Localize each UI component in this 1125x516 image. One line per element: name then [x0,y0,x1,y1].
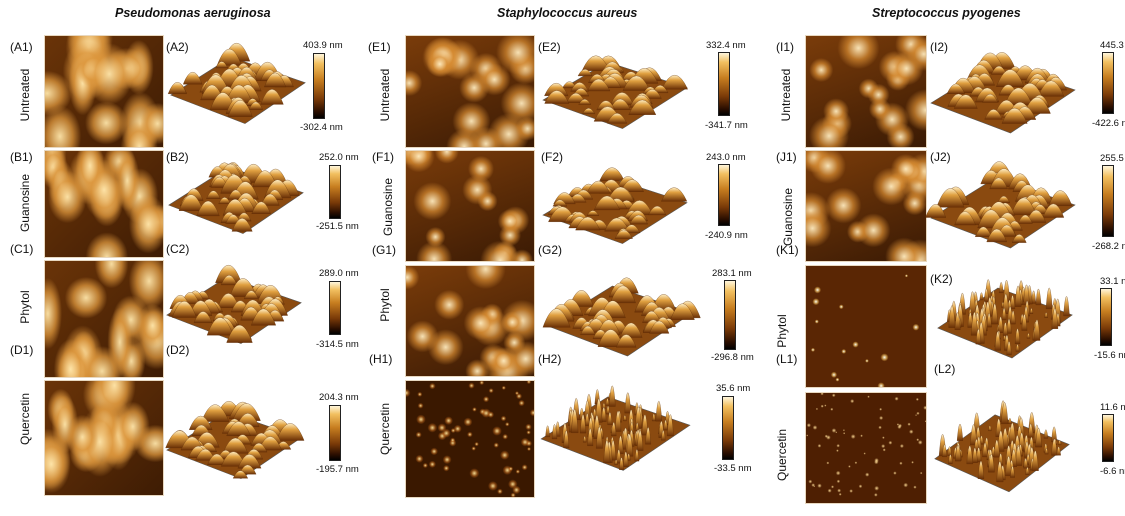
colorbar-min-b: -251.5 nm [316,221,359,232]
colorbar-min-j: -268.2 nm [1092,241,1125,252]
colorbar-min-g: -296.8 nm [711,352,754,363]
panel-label-d1: (D1) [10,343,34,357]
afm-image-l1 [805,392,927,504]
panel-label-h1: (H1) [369,352,393,366]
colorbar-max-g: 283.1 nm [712,268,752,279]
row-label-quercetin-col3: Quercetin [775,428,789,482]
colorbar-min-e: -341.7 nm [705,120,748,131]
afm-3d-surface-c2 [166,265,302,344]
colorbar-max-b: 252.0 nm [319,152,359,163]
colorbar-min-i: -422.6 nm [1092,118,1125,129]
colorbar-min-l: -6.6 nm [1100,466,1125,477]
row-label-untreated-col1: Untreated [18,68,32,122]
row-label-guanosine-col1: Guanosine [18,173,32,233]
colorbar-max-h: 35.6 nm [716,383,751,394]
colorbar-gradient-f [718,164,730,226]
afm-image-f1 [405,150,535,262]
panel-label-b2: (B2) [166,150,189,164]
row-label-guanosine-col3: Guanosine [781,187,795,247]
panel-label-g1: (G1) [372,243,396,257]
colorbar-gradient-l [1102,414,1114,462]
row-label-quercetin-col1: Quercetin [18,392,32,446]
panel-label-a1: (A1) [10,40,33,54]
afm-image-e1 [405,35,535,148]
afm-image-b1 [44,150,164,258]
afm-3d-surface-h2 [540,385,691,471]
panel-label-i1: (I1) [776,40,794,54]
panel-label-k1: (K1) [776,243,799,257]
colorbar-gradient-i [1102,52,1114,114]
afm-3d-surface-k2 [937,279,1073,359]
panel-label-f2: (F2) [541,150,563,164]
afm-3d-surface-i2 [930,52,1076,134]
colorbar-max-e: 332.4 nm [706,40,746,51]
afm-image-g1 [405,265,535,377]
column-title-staphylococcus: Staphylococcus aureus [497,6,638,20]
row-label-phytol-col2: Phytol [378,288,392,322]
colorbar-gradient-e [718,52,730,116]
panel-label-e1: (E1) [368,40,391,54]
row-label-phytol-col1: Phytol [18,290,32,324]
colorbar-max-f: 243.0 nm [706,152,746,163]
colorbar-gradient-b [329,165,341,219]
colorbar-min-f: -240.9 nm [705,230,748,241]
afm-image-k1 [805,265,927,388]
colorbar-gradient-h [722,396,734,460]
row-label-quercetin-col2: Quercetin [378,402,392,456]
panel-label-b1: (B1) [10,150,33,164]
panel-label-d2: (D2) [166,343,190,357]
afm-3d-surface-a2 [167,43,306,124]
colorbar-max-l: 11.6 nm [1100,402,1125,413]
afm-image-c1 [44,260,164,378]
afm-3d-surface-e2 [542,55,688,129]
panel-label-j2: (J2) [930,150,951,164]
colorbar-gradient-k [1100,288,1112,346]
afm-image-a1 [44,35,164,148]
column-title-pseudomonas: Pseudomonas aeruginosa [115,6,271,20]
panel-label-e2: (E2) [538,40,561,54]
afm-image-h1 [405,380,535,498]
panel-label-k2: (K2) [930,272,953,286]
afm-3d-surface-b2 [168,162,304,234]
panel-label-j1: (J1) [776,150,797,164]
row-label-untreated-col3: Untreated [779,68,793,122]
colorbar-gradient-a [313,53,325,119]
colorbar-min-h: -33.5 nm [714,463,752,474]
colorbar-max-c: 289.0 nm [319,268,359,279]
colorbar-max-i: 445.3 nm [1100,40,1125,51]
afm-image-i1 [805,35,927,148]
colorbar-min-k: -15.6 nm [1094,350,1125,361]
row-label-guanosine-col2: Guanosine [381,177,395,237]
colorbar-gradient-d [329,405,341,461]
afm-image-j1 [805,150,927,262]
colorbar-max-d: 204.3 nm [319,392,359,403]
panel-label-l1: (L1) [776,352,798,366]
panel-label-c2: (C2) [166,242,190,256]
panel-label-h2: (H2) [538,352,562,366]
colorbar-max-a: 403.9 nm [303,40,343,51]
row-label-untreated-col2: Untreated [378,68,392,122]
afm-3d-surface-j2 [925,161,1076,249]
panel-label-c1: (C1) [10,242,34,256]
panel-label-g2: (G2) [538,243,562,257]
colorbar-max-k: 33.1 nm [1100,276,1125,287]
colorbar-min-d: -195.7 nm [316,464,359,475]
afm-image-d1 [44,380,164,496]
colorbar-gradient-g [724,280,736,350]
colorbar-gradient-j [1102,165,1114,237]
afm-3d-surface-l2 [934,400,1070,493]
column-title-streptococcus: Streptococcus pyogenes [872,6,1021,20]
panel-label-l2: (L2) [934,362,956,376]
colorbar-gradient-c [329,281,341,335]
afm-3d-surface-d2 [165,401,305,479]
colorbar-max-j: 255.5 nm [1100,153,1125,164]
afm-3d-surface-f2 [542,167,688,244]
colorbar-min-a: -302.4 nm [300,122,343,133]
colorbar-min-c: -314.5 nm [316,339,359,350]
panel-label-f1: (F1) [372,150,394,164]
panel-label-a2: (A2) [166,40,189,54]
panel-label-i2: (I2) [930,40,948,54]
afm-3d-surface-g2 [542,277,701,357]
